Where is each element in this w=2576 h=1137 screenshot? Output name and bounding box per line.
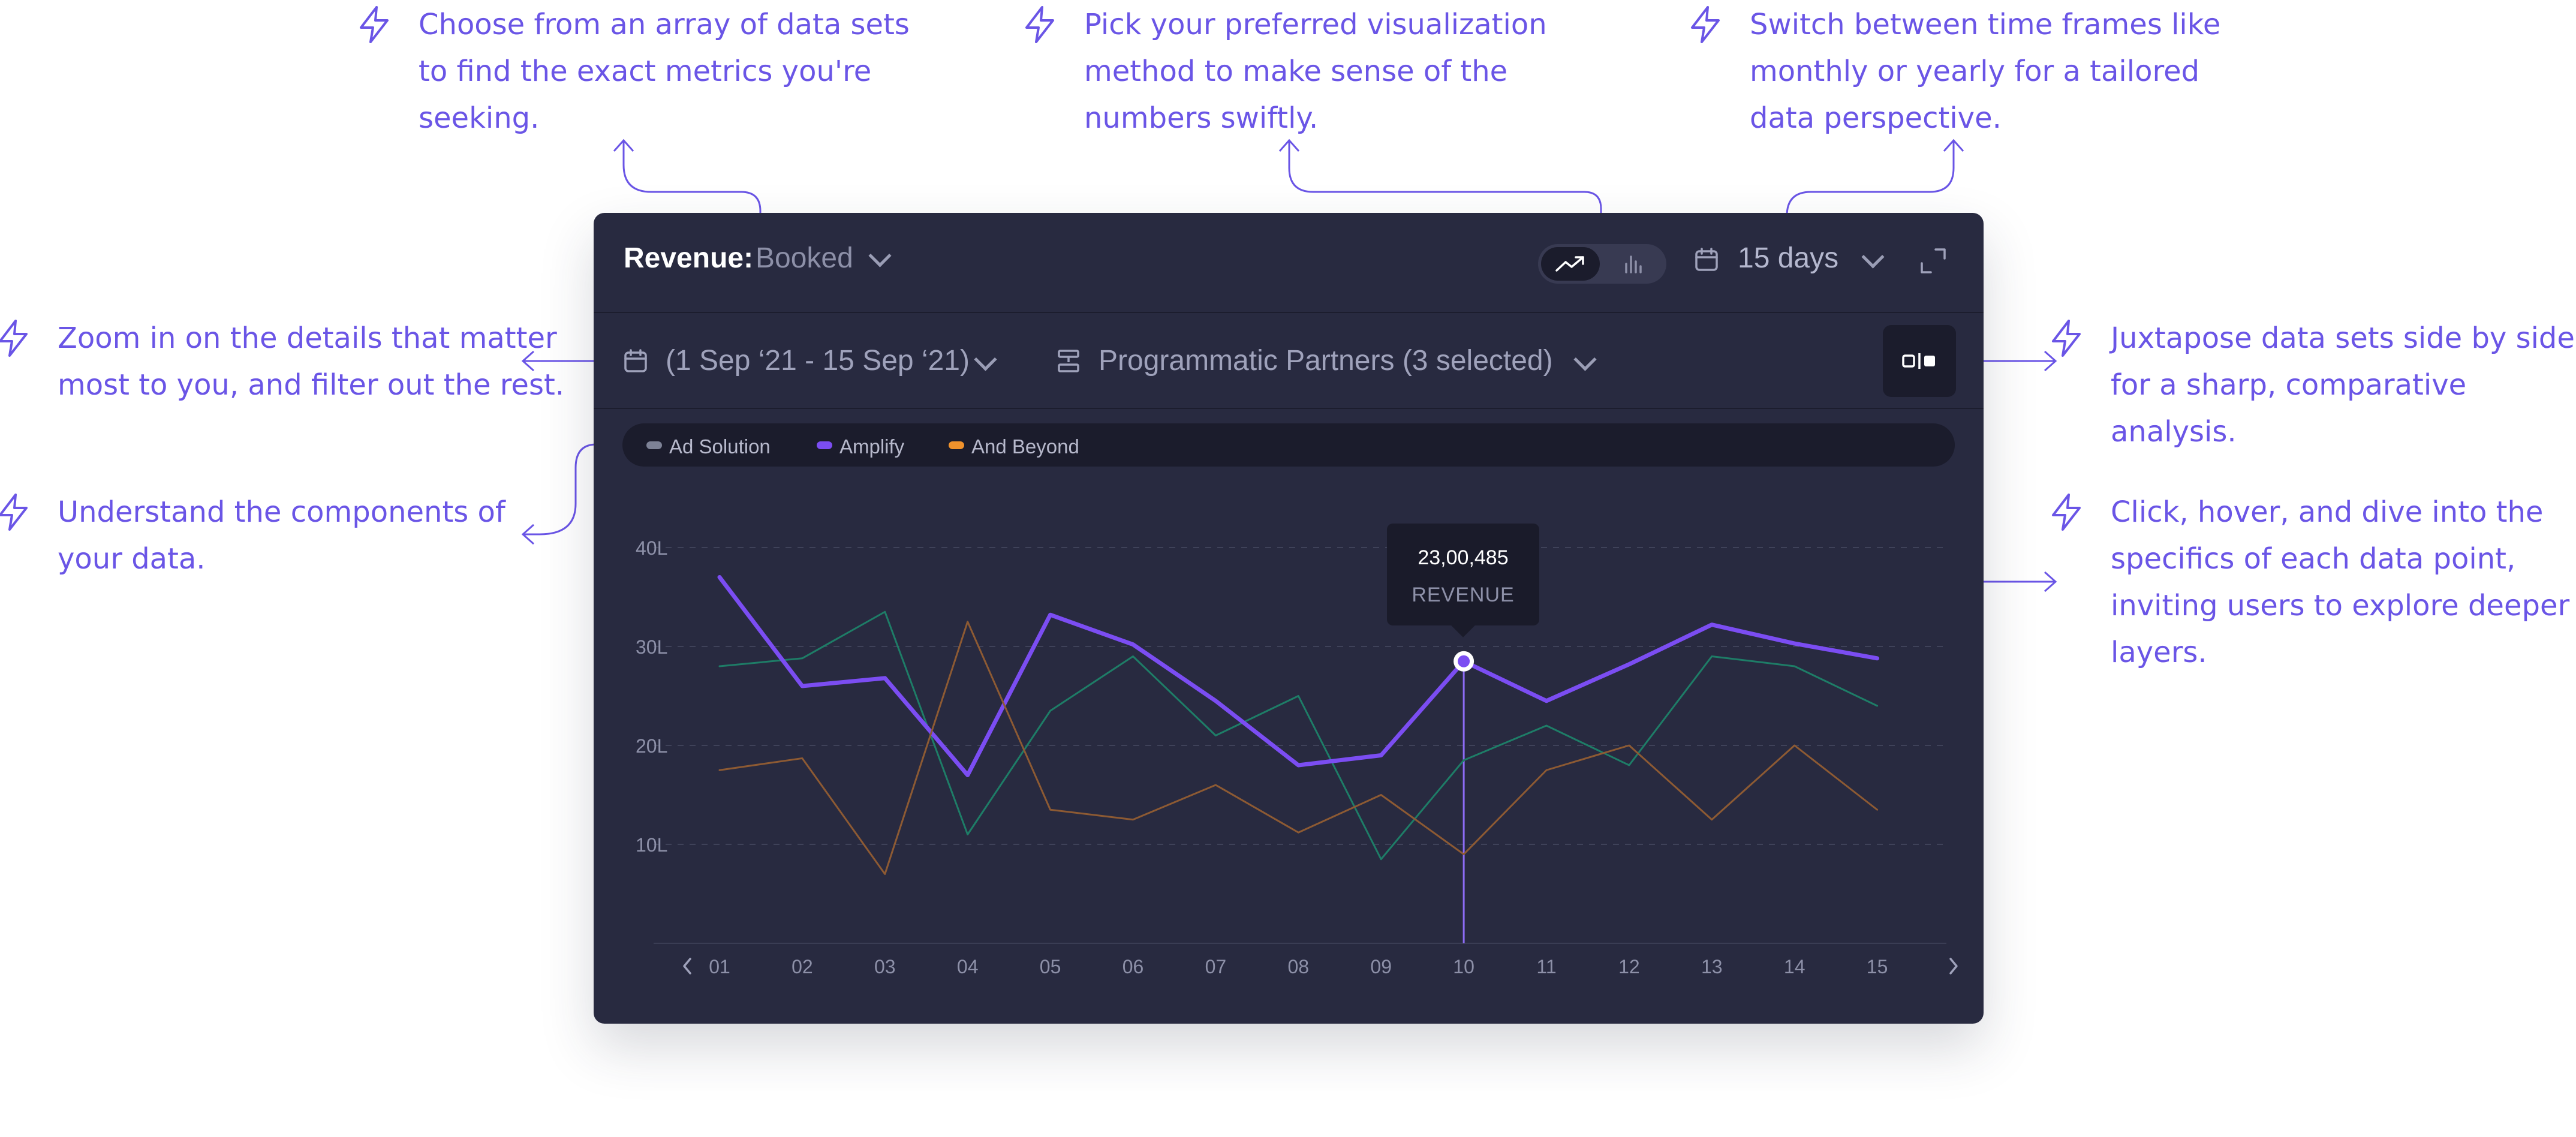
x-tick-label: 10 xyxy=(1453,956,1474,977)
series-line-amplify xyxy=(717,575,1880,777)
x-tick-label: 14 xyxy=(1784,956,1805,977)
chevron-down-icon[interactable] xyxy=(1861,245,1885,269)
filter-icon xyxy=(1058,350,1079,372)
annotation-components: Understand the components of your data. xyxy=(0,489,505,582)
x-tick-label: 02 xyxy=(792,956,813,977)
annotation-juxtapose: Juxtapose data sets side by side for a s… xyxy=(2052,315,2576,455)
lightning-bolt-icon xyxy=(2052,320,2081,357)
tooltip-label: REVENUE xyxy=(1412,583,1515,606)
filter-bar: (1 Sep ‘21 - 15 Sep ‘21) Programmatic Pa… xyxy=(594,313,1984,409)
lightning-bolt-icon xyxy=(1691,6,1720,43)
chevron-down-icon[interactable] xyxy=(868,244,892,267)
annotation-visualization: Pick your preferred visualization method… xyxy=(1025,1,1547,142)
chevron-left-icon[interactable] xyxy=(681,957,693,975)
x-tick-label: 04 xyxy=(957,956,979,977)
timeframe-selector[interactable]: 15 days xyxy=(1738,242,1839,274)
annotation-datasets: Choose from an array of data sets to fin… xyxy=(360,1,910,142)
y-tick-label: 10L xyxy=(636,834,667,856)
lightning-bolt-icon xyxy=(2052,494,2081,531)
line-chart-icon xyxy=(1555,256,1584,272)
x-tick-label: 05 xyxy=(1040,956,1061,977)
legend-item[interactable]: And Beyond xyxy=(971,435,1079,458)
compare-icon xyxy=(1902,353,1935,369)
lightning-bolt-icon xyxy=(1025,6,1054,43)
lightning-bolt-icon xyxy=(0,494,28,531)
visualization-toggle[interactable] xyxy=(1538,244,1666,284)
series-line-ad-solution xyxy=(718,610,1879,861)
highlight-point xyxy=(1458,655,1470,667)
line-chart-toggle[interactable] xyxy=(1541,247,1600,281)
lightning-bolt-icon xyxy=(360,6,389,43)
date-range-selector[interactable]: (1 Sep ‘21 - 15 Sep ‘21) xyxy=(666,345,970,377)
x-tick-label: 11 xyxy=(1536,956,1556,977)
compare-button[interactable] xyxy=(1883,325,1956,397)
annotation-click: Click, hover, and dive into the specific… xyxy=(2052,489,2569,676)
x-tick-label: 06 xyxy=(1123,956,1144,977)
x-tick-label: 12 xyxy=(1618,956,1640,977)
x-tick-label: 13 xyxy=(1701,956,1723,977)
x-tick-label: 03 xyxy=(874,956,896,977)
tooltip-value: 23,00,485 xyxy=(1418,546,1509,569)
legend-swatch xyxy=(646,441,662,449)
x-tick-label: 09 xyxy=(1370,956,1392,977)
y-tick-label: 40L xyxy=(636,537,667,559)
y-tick-label: 20L xyxy=(636,735,667,757)
legend-item[interactable]: Ad Solution xyxy=(669,435,771,458)
lightning-bolt-icon xyxy=(0,320,28,357)
annotation-zoom: Zoom in on the details that matter most … xyxy=(0,315,564,408)
dataset-selector[interactable]: Booked xyxy=(756,242,853,274)
legend-item[interactable]: Amplify xyxy=(839,435,905,458)
chevron-down-icon[interactable] xyxy=(974,348,997,371)
x-tick-label: 07 xyxy=(1205,956,1227,977)
legend-swatch xyxy=(817,441,832,449)
revenue-line-chart: 10L 20L 30L 40L 01 02 03 04 05 06 07 08 09 10 11 12 13 14… xyxy=(636,537,1946,977)
annotation-timeframe: Switch between time frames like monthly … xyxy=(1691,1,2220,142)
chevron-down-icon[interactable] xyxy=(1573,348,1597,371)
chevron-right-icon[interactable] xyxy=(1948,957,1960,975)
x-tick-label: 08 xyxy=(1288,956,1310,977)
metric-label: Revenue: xyxy=(624,242,754,274)
expand-icon[interactable] xyxy=(1920,248,1946,274)
revenue-chart-card: 10L 20L 30L 40L 01 02 03 04 05 06 07 08 09 10 11 12 13 14… xyxy=(594,213,1984,1024)
partners-selector[interactable]: Programmatic Partners (3 selected) xyxy=(1099,345,1553,377)
legend-swatch xyxy=(949,441,964,449)
data-point-tooltip: 23,00,485 REVENUE xyxy=(1387,524,1539,637)
bar-chart-icon[interactable] xyxy=(1623,254,1644,273)
calendar-icon[interactable] xyxy=(1695,248,1719,272)
series-line-and-beyond xyxy=(718,621,1879,875)
card-header: Revenue: Booked 15 days xyxy=(594,213,1984,313)
chart-legend: Ad Solution Amplify And Beyond xyxy=(622,423,1955,467)
y-tick-label: 30L xyxy=(636,636,667,658)
calendar-icon xyxy=(624,349,647,372)
x-tick-label: 01 xyxy=(709,956,730,977)
x-tick-label: 15 xyxy=(1867,956,1888,977)
